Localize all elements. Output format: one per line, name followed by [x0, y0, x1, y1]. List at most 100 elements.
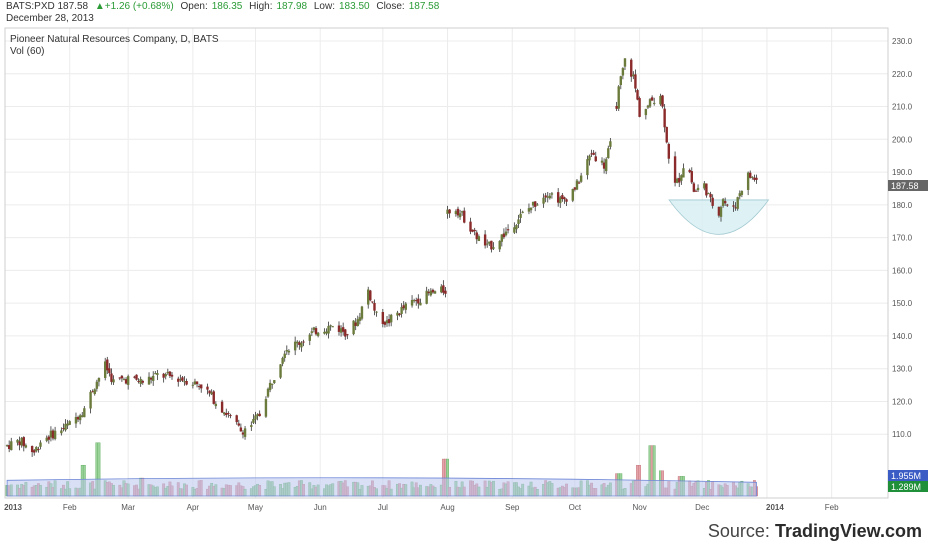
candle [751, 176, 754, 178]
candle [168, 371, 172, 376]
x-tick-label: 2013 [4, 503, 22, 512]
candle [258, 413, 261, 417]
grid [4, 28, 888, 498]
price-change: ▲+1.26 (+0.68%) [94, 1, 174, 12]
candle [293, 341, 297, 351]
candle [705, 183, 708, 196]
candle [440, 286, 443, 293]
candle [120, 375, 124, 379]
x-tick-label: Feb [63, 503, 77, 512]
x-tick-label: Oct [569, 503, 582, 512]
candle [688, 169, 691, 173]
date-label: December 28, 2013 [6, 13, 94, 24]
candle [490, 240, 493, 250]
price-axis: 110.0 120.0 130.0 140.0 150.0 160.0 170.0 180.0… [892, 37, 913, 439]
y-tick-label: 150.0 [892, 299, 913, 308]
candle [667, 143, 671, 159]
candle [358, 317, 362, 321]
candle [546, 196, 549, 198]
candle [76, 417, 80, 420]
candle [521, 211, 524, 213]
candle [266, 388, 270, 397]
candle [646, 105, 650, 108]
candle [755, 177, 758, 180]
candle [542, 197, 545, 204]
candle [417, 298, 420, 304]
candle [344, 329, 347, 337]
candle [316, 332, 320, 336]
chart-header: BATS:PXD 187.58 ▲+1.26 (+0.68%) Open: 186… [6, 1, 443, 24]
candle [5, 445, 9, 447]
candle [694, 190, 698, 192]
x-tick-label: Jul [378, 503, 388, 512]
candle [33, 450, 36, 453]
candle [492, 247, 495, 249]
candle [488, 241, 491, 244]
candle [675, 178, 679, 183]
candle [506, 229, 510, 231]
last-price-badge: 187.58 [891, 181, 919, 191]
candle [24, 445, 28, 448]
candle [559, 197, 562, 204]
candle [356, 319, 359, 327]
candle [609, 141, 612, 147]
candle [529, 207, 533, 211]
candle [425, 290, 428, 304]
candle [287, 350, 291, 353]
candle [254, 415, 257, 420]
candle [458, 213, 462, 218]
candle [273, 380, 276, 384]
candle [588, 155, 591, 161]
candle [429, 290, 433, 296]
candle [20, 437, 23, 446]
candle [442, 285, 445, 293]
candle [749, 172, 752, 178]
candle [561, 195, 564, 199]
candle [565, 199, 568, 202]
candle [193, 381, 197, 385]
candle [663, 108, 666, 128]
price-badges: 187.58 1.955M 1.289M [888, 180, 928, 492]
candle [621, 68, 625, 76]
candle [270, 383, 274, 385]
candle [673, 156, 677, 183]
candle [753, 177, 756, 180]
candle [212, 391, 215, 404]
candle [268, 382, 272, 391]
candle [360, 306, 364, 319]
candle [200, 384, 203, 389]
candle [137, 380, 140, 382]
candle [310, 331, 314, 333]
candle [709, 193, 712, 198]
candle [53, 430, 57, 439]
candle [740, 190, 744, 195]
candle [62, 428, 65, 430]
candle [81, 415, 84, 417]
volume-badge: 1.289M [891, 482, 921, 492]
volume-ma-area [6, 477, 757, 497]
candle [162, 373, 165, 378]
candle [389, 314, 393, 323]
candle [35, 446, 38, 452]
candle [235, 415, 238, 423]
y-tick-label: 200.0 [892, 135, 913, 144]
candle [323, 331, 326, 334]
candle [592, 152, 595, 155]
candle [531, 201, 535, 206]
y-tick-label: 230.0 [892, 37, 913, 46]
candle [723, 201, 727, 204]
candle [147, 376, 151, 385]
candle [427, 291, 430, 294]
candle [74, 417, 78, 424]
candle [139, 378, 142, 384]
candle [623, 58, 627, 67]
candle [504, 231, 508, 236]
candle [243, 428, 247, 437]
candle [327, 326, 330, 334]
y-tick-label: 130.0 [892, 365, 913, 374]
candle [208, 390, 211, 394]
candle [51, 430, 55, 439]
candle [93, 389, 96, 394]
candle [122, 379, 126, 381]
